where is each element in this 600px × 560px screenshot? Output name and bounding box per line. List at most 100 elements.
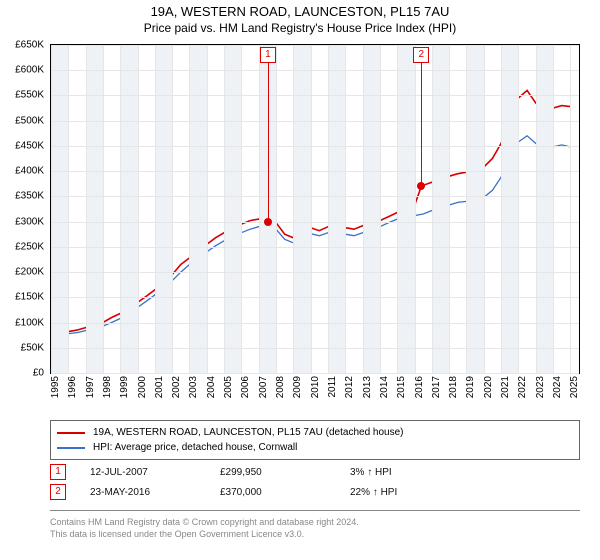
y-tick-label: £250K [15,241,44,252]
year-shade [328,45,345,373]
gridline-v [397,45,398,373]
x-axis-labels: 1995199619971998199920002001200220032004… [50,376,580,416]
x-tick-label: 2024 [552,376,563,398]
sale-price: £299,950 [220,467,350,478]
y-tick-label: £600K [15,65,44,76]
year-shade [466,45,483,373]
year-shade [397,45,414,373]
year-shade [224,45,241,373]
x-tick-label: 1997 [85,376,96,398]
x-tick-label: 2013 [362,376,373,398]
sale-date: 23-MAY-2016 [90,487,220,498]
x-tick-label: 2011 [327,376,338,398]
gridline-v [259,45,260,373]
gridline-h [51,272,579,273]
y-tick-label: £550K [15,90,44,101]
gridline-v [51,45,52,373]
legend: 19A, WESTERN ROAD, LAUNCESTON, PL15 7AU … [50,420,580,460]
gridline-v [311,45,312,373]
y-tick-label: £500K [15,115,44,126]
x-tick-label: 2021 [500,376,511,398]
legend-label: 19A, WESTERN ROAD, LAUNCESTON, PL15 7AU … [93,427,404,438]
gridline-v [553,45,554,373]
x-tick-label: 2000 [137,376,148,398]
year-shade [432,45,449,373]
legend-swatch [57,447,85,449]
chart-container: 19A, WESTERN ROAD, LAUNCESTON, PL15 7AU … [0,0,600,560]
event-line [421,63,422,186]
x-tick-label: 2012 [344,376,355,398]
x-tick-label: 2020 [483,376,494,398]
sale-marker: 2 [50,484,66,500]
gridline-v [138,45,139,373]
year-shade [501,45,518,373]
x-tick-label: 2016 [414,376,425,398]
x-tick-label: 1995 [50,376,61,398]
gridline-v [189,45,190,373]
x-tick-label: 1999 [119,376,130,398]
gridline-v [484,45,485,373]
y-tick-label: £400K [15,166,44,177]
gridline-v [224,45,225,373]
x-tick-label: 2004 [206,376,217,398]
gridline-v [518,45,519,373]
year-shade [536,45,553,373]
plot-area: 12 [50,44,580,374]
gridline-v [86,45,87,373]
event-marker: 2 [413,47,429,63]
year-shade [363,45,380,373]
gridline-v [328,45,329,373]
gridline-h [51,171,579,172]
title-block: 19A, WESTERN ROAD, LAUNCESTON, PL15 7AU … [0,0,600,35]
x-tick-label: 2022 [517,376,528,398]
x-tick-label: 2006 [240,376,251,398]
gridline-h [51,297,579,298]
gridline-h [51,121,579,122]
event-line [268,63,269,222]
x-tick-label: 2023 [535,376,546,398]
gridline-v [380,45,381,373]
gridline-v [276,45,277,373]
gridline-h [51,222,579,223]
gridline-v [120,45,121,373]
y-axis-labels: £0£50K£100K£150K£200K£250K£300K£350K£400… [0,44,48,374]
gridline-v [501,45,502,373]
sale-row: 223-MAY-2016£370,00022% ↑ HPI [50,482,580,502]
sale-date: 12-JUL-2007 [90,467,220,478]
y-tick-label: £0 [33,368,44,379]
x-tick-label: 2014 [379,376,390,398]
gridline-v [293,45,294,373]
sales-table: 112-JUL-2007£299,9503% ↑ HPI223-MAY-2016… [50,462,580,502]
y-tick-label: £150K [15,292,44,303]
event-dot [264,218,272,226]
gridline-v [432,45,433,373]
gridline-h [51,373,579,374]
sale-delta: 22% ↑ HPI [350,487,480,498]
gridline-v [241,45,242,373]
y-tick-label: £650K [15,40,44,51]
sale-marker: 1 [50,464,66,480]
year-shade [293,45,310,373]
gridline-v [68,45,69,373]
legend-row: HPI: Average price, detached house, Corn… [57,440,573,455]
x-tick-label: 1996 [67,376,78,398]
y-tick-label: £350K [15,191,44,202]
gridline-h [51,95,579,96]
x-tick-label: 2017 [431,376,442,398]
year-shade [155,45,172,373]
legend-row: 19A, WESTERN ROAD, LAUNCESTON, PL15 7AU … [57,425,573,440]
gridline-h [51,196,579,197]
gridline-h [51,348,579,349]
gridline-v [345,45,346,373]
x-tick-label: 2019 [465,376,476,398]
x-tick-label: 2018 [448,376,459,398]
x-tick-label: 2001 [154,376,165,398]
gridline-v [466,45,467,373]
gridline-h [51,70,579,71]
year-shade [51,45,68,373]
year-shade [86,45,103,373]
gridline-v [172,45,173,373]
legend-swatch [57,432,85,434]
gridline-v [103,45,104,373]
x-tick-label: 2015 [396,376,407,398]
